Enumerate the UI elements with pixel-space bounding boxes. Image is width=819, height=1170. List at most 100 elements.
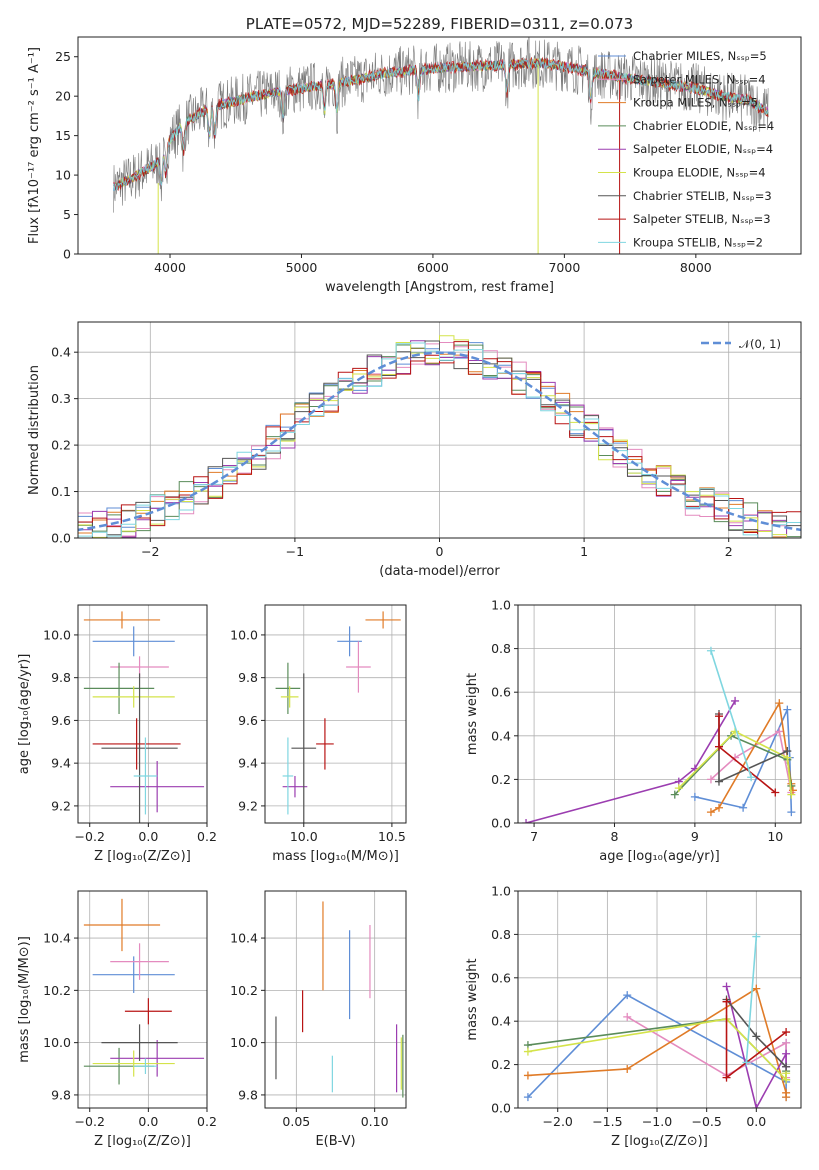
x-tick-label: 0.2 <box>197 829 217 844</box>
x-tick-label: 2 <box>725 544 733 559</box>
y-axis-label: age [log₁₀(age/yr)] <box>17 654 32 775</box>
y-tick-label: 0.6 <box>491 970 511 985</box>
weight-marker <box>782 1049 791 1058</box>
x-axis-label: mass [log₁₀(M/M⊙)] <box>272 849 399 864</box>
weight-marker <box>674 784 683 793</box>
x-tick-label: 7 <box>530 829 538 844</box>
errorbar-point <box>275 662 301 714</box>
legend: Chabrier MILES, Nₛₛₚ=5 Salpeter MILES, Nₛ… <box>598 49 774 249</box>
legend-entry: Salpeter ELODIE, Nₛₛₚ=4 <box>633 142 773 156</box>
weight-marker <box>787 808 796 817</box>
weight-marker <box>706 808 715 817</box>
x-tick-label: 8000 <box>680 260 712 275</box>
errorbar-point <box>133 737 158 815</box>
y-tick-label: 20 <box>55 89 71 104</box>
y-tick-label: 0.4 <box>51 345 71 360</box>
weight-marker <box>782 1093 791 1102</box>
x-axis-label: E(B-V) <box>315 1134 355 1149</box>
x-tick-label: 0.10 <box>361 1114 389 1129</box>
x-tick-label: 10 <box>767 829 783 844</box>
x-tick-label: −1.0 <box>642 1114 672 1129</box>
x-tick-label: −1 <box>286 544 304 559</box>
grid-lines <box>518 890 801 1109</box>
errorbar-point <box>282 737 294 815</box>
y-tick-label: 0.4 <box>491 728 511 743</box>
mass-vs-EBV-panel: 0.05 0.10 9.8 10.0 10.2 10.4 E(B-V) <box>230 890 407 1149</box>
x-tick-label: 9 <box>691 829 699 844</box>
x-axis-label: (data-model)/error <box>379 564 500 579</box>
x-tick-label: 10.0 <box>290 829 318 844</box>
y-axis-label: Flux [fλ10⁻¹⁷ erg cm⁻² s⁻¹ A⁻¹] <box>27 47 42 244</box>
y-tick-label: 15 <box>55 128 71 143</box>
y-tick-label: 9.2 <box>238 798 258 813</box>
y-tick-label: 9.6 <box>238 713 258 728</box>
y-tick-label: 10.2 <box>230 983 258 998</box>
residuals-panel: −2 −1 0 1 2 0.0 0.1 0.2 0.3 0.4 (data-model)/error… <box>27 321 802 579</box>
errorbar-point <box>83 611 161 629</box>
x-tick-label: −2 <box>141 544 159 559</box>
weight-marker <box>706 646 715 655</box>
legend-entry: Chabrier MILES, Nₛₛₚ=5 <box>633 49 767 63</box>
weight-series-line <box>725 986 787 1108</box>
weight-marker <box>623 1012 632 1021</box>
errorbar-point <box>101 673 178 823</box>
weight-marker <box>787 790 796 799</box>
y-tick-label: 1.0 <box>491 884 511 899</box>
y-tick-label: 9.4 <box>51 756 71 771</box>
y-tick-label: 0.0 <box>491 1101 511 1116</box>
y-tick-label: 0.4 <box>491 1014 511 1029</box>
weight-marker <box>783 705 792 714</box>
weight-marker <box>722 982 731 991</box>
errorbar-points <box>275 611 401 823</box>
grid-lines <box>78 605 208 823</box>
x-tick-label: −0.2 <box>75 1114 105 1129</box>
weight-marker <box>670 790 679 799</box>
y-tick-label: 0.8 <box>491 927 511 942</box>
legend-entry: Chabrier ELODIE, Nₛₛₚ=4 <box>633 119 774 133</box>
weight-series-line <box>694 709 793 813</box>
weight-marker <box>775 727 784 736</box>
axes-frame <box>517 890 802 1109</box>
legend: 𝒩(0, 1) <box>701 337 781 351</box>
y-axis-label: mass [log₁₀(M/M⊙)] <box>17 936 32 1063</box>
weight-marker <box>782 1062 791 1071</box>
x-tick-label: 5000 <box>286 260 318 275</box>
weight-series-line <box>525 700 736 823</box>
x-tick-label: −0.5 <box>691 1114 721 1129</box>
mass-vs-Z-panel: −0.2 0.0 0.2 9.8 10.0 10.2 10.4 Z [log₁₀(Z/Z⊙)]… <box>17 890 217 1149</box>
y-axis-label: Normed distribution <box>27 365 42 495</box>
errorbar-point <box>133 1058 158 1075</box>
errorbar-point <box>83 898 161 952</box>
chart-title: PLATE=0572, MJD=52289, FIBERID=0311, z=0… <box>246 15 633 33</box>
weight-marker <box>722 997 731 1006</box>
age-vs-Z-panel: −0.2 0.0 0.2 9.2 9.4 9.6 9.8 10.0 Z [log₁₀(Z/Z⊙)… <box>17 604 217 864</box>
x-axis-label: Z [log₁₀(Z/Z⊙)] <box>94 849 191 864</box>
errorbar-point <box>291 673 317 823</box>
errorbar-point <box>346 641 371 693</box>
errorbar-point <box>280 686 299 708</box>
weight-marker <box>706 775 715 784</box>
weight-marker <box>714 742 723 751</box>
legend-entry: 𝒩(0, 1) <box>739 337 781 351</box>
legend-entry: Salpeter STELIB, Nₛₛₚ=3 <box>633 212 771 226</box>
y-axis-label: mass weight <box>465 958 480 1040</box>
y-tick-label: 9.8 <box>51 670 71 685</box>
weight-marker <box>752 1104 761 1108</box>
spectrum-observed <box>113 39 769 213</box>
grid-lines <box>518 604 801 824</box>
y-tick-label: 10.4 <box>43 931 71 946</box>
y-tick-label: 5 <box>63 207 71 222</box>
histogram-steps <box>78 335 801 538</box>
weight-marker <box>523 1047 532 1056</box>
x-tick-label: 8 <box>611 829 619 844</box>
y-tick-label: 0.3 <box>51 391 71 406</box>
weight-series-line <box>674 734 793 796</box>
spectrum-model-line <box>113 56 769 191</box>
y-tick-label: 10.0 <box>43 1035 71 1050</box>
weight-marker <box>742 1058 751 1067</box>
y-tick-label: 9.2 <box>51 798 71 813</box>
age-vs-mass-panel: 10.0 10.5 9.2 9.4 9.6 9.8 10.0 mass [log₁₀(M/M⊙… <box>230 604 407 864</box>
weight-marker <box>771 788 780 797</box>
legend-entry: Chabrier STELIB, Nₛₛₚ=3 <box>633 189 772 203</box>
